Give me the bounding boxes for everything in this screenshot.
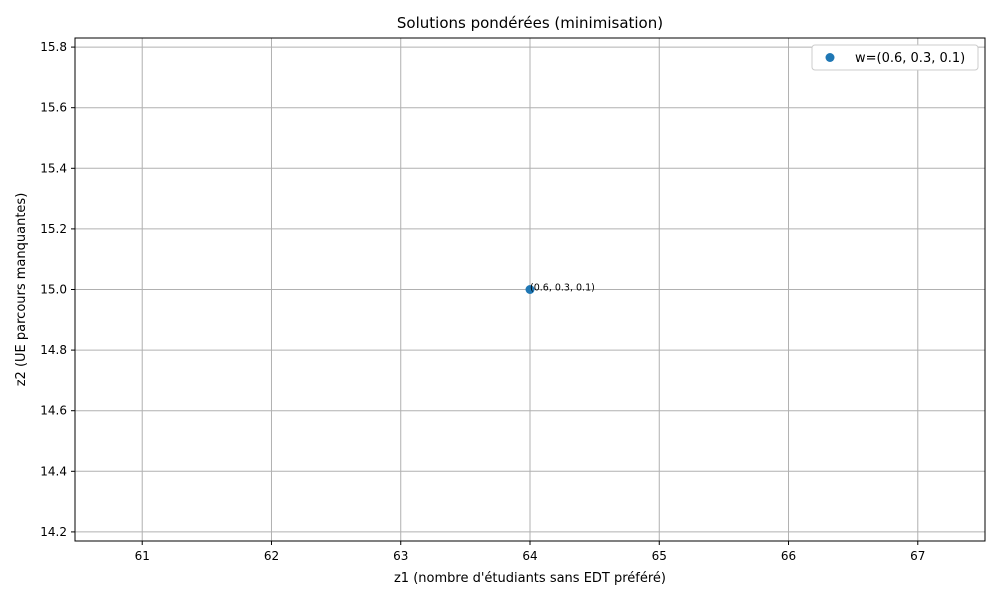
data-points: (0.6, 0.3, 0.1) <box>525 283 595 294</box>
point-annotation: (0.6, 0.3, 0.1) <box>530 283 595 294</box>
x-tick-label: 64 <box>522 549 537 563</box>
y-tick-label: 14.4 <box>40 464 67 478</box>
y-tick-label: 15.8 <box>40 40 67 54</box>
y-tick-label: 15.4 <box>40 161 67 175</box>
y-tick-label: 15.0 <box>40 283 67 297</box>
y-tick-label: 14.2 <box>40 525 67 539</box>
legend-marker <box>825 53 835 62</box>
x-tick-label: 61 <box>135 549 150 563</box>
scatter-point <box>525 285 535 294</box>
y-tick-label: 15.2 <box>40 222 67 236</box>
x-axis-label: z1 (nombre d'étudiants sans EDT préféré) <box>394 571 666 586</box>
y-tick-label: 14.8 <box>40 343 67 357</box>
y-tick-label: 14.6 <box>40 404 67 418</box>
y-tick-label: 15.6 <box>40 101 67 115</box>
y-axis-label: z2 (UE parcours manquantes) <box>14 193 29 387</box>
x-tick-label: 62 <box>264 549 279 563</box>
x-tick-label: 67 <box>910 549 925 563</box>
x-tick-label: 65 <box>652 549 667 563</box>
x-tick-label: 66 <box>781 549 796 563</box>
chart-title: Solutions pondérées (minimisation) <box>397 14 663 32</box>
legend-box <box>811 44 979 71</box>
x-axis-ticks: 61 62 63 64 65 66 67 <box>135 541 925 563</box>
y-axis-ticks: 14.2 14.4 14.6 14.8 15.0 15.2 15.4 15.6 15.8 <box>40 40 75 539</box>
grid <box>75 38 985 541</box>
x-tick-label: 63 <box>393 549 408 563</box>
legend-label: w=(0.6, 0.3, 0.1) <box>855 51 965 66</box>
legend: w=(0.6, 0.3, 0.1) <box>811 44 979 71</box>
